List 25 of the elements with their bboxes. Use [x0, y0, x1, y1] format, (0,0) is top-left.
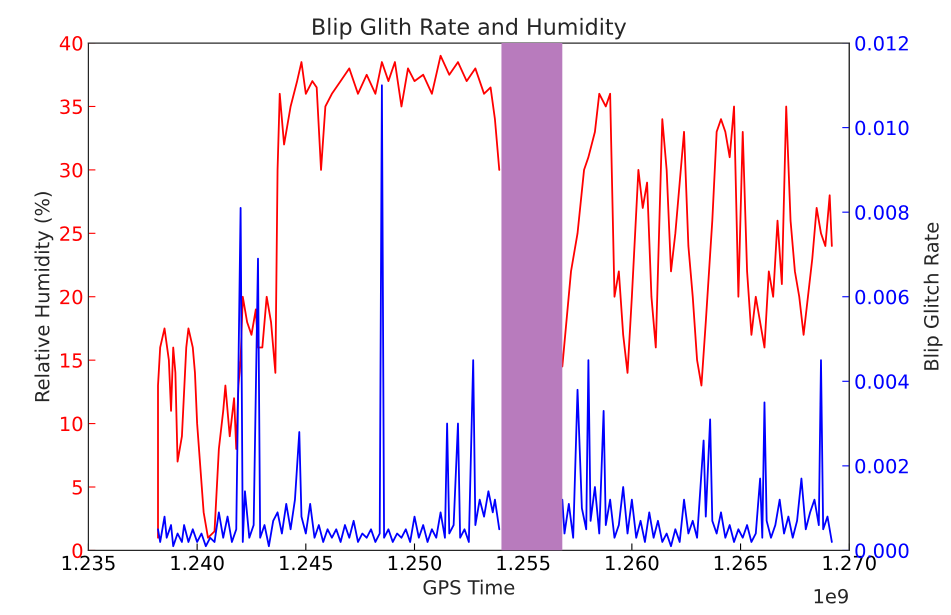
y2-axis-title: Blip Glitch Rate — [924, 222, 942, 370]
x-tick-label: 1.265 — [714, 556, 767, 570]
y-tick-label: 40 — [60, 36, 82, 51]
y2-tick-label: 0.004 — [855, 374, 909, 389]
y2-tick-label: 0.008 — [855, 205, 908, 220]
y-tick-label: 20 — [60, 290, 82, 304]
y-tick-label: 10 — [60, 416, 82, 432]
x-tick-label: 1.240 — [171, 556, 224, 570]
y-tick-label: 30 — [60, 162, 82, 178]
text: 1e9 — [814, 588, 848, 604]
y-tick-label: 5 — [72, 480, 82, 495]
x-tick-label: 1.260 — [606, 556, 658, 570]
x-tick-label: 1.250 — [388, 556, 442, 570]
x-tick-label: 1.245 — [280, 556, 332, 570]
y2-tick-label: 0.012 — [855, 36, 908, 51]
x-axis-title: GPS Time — [423, 580, 514, 595]
chart-title: Blip Glith Rate and Humidity — [313, 18, 626, 40]
x-tick-label: 1.255 — [497, 556, 550, 570]
y-tick-label: 35 — [60, 99, 82, 114]
y2-tick-label: 0.006 — [855, 290, 909, 304]
y-tick-label: 15 — [60, 353, 82, 368]
y2-tick-label: 0.010 — [855, 120, 908, 136]
y-axis-title: Relative Humidity (%) — [34, 192, 54, 402]
y2-tick-label: 0.002 — [855, 458, 908, 474]
y-tick-label: 25 — [60, 226, 82, 241]
